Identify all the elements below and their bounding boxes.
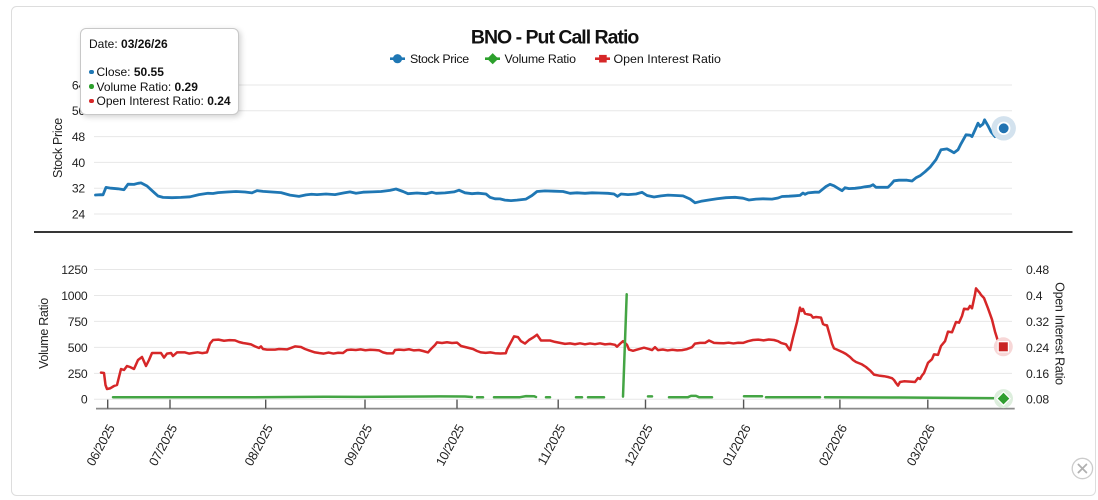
svg-text:Volume Ratio: Volume Ratio [505, 52, 577, 66]
svg-text:40: 40 [72, 156, 86, 170]
svg-text:0.24: 0.24 [1026, 341, 1049, 355]
svg-text:BNO - Put Call Ratio: BNO - Put Call Ratio [471, 27, 640, 49]
svg-text:48: 48 [72, 130, 86, 144]
svg-text:24: 24 [72, 207, 86, 221]
svg-text:250: 250 [68, 367, 88, 381]
svg-text:750: 750 [68, 315, 88, 329]
svg-text:1000: 1000 [61, 289, 88, 303]
svg-text:Volume Ratio: Volume Ratio [37, 298, 51, 369]
svg-text:0.48: 0.48 [1026, 263, 1049, 277]
svg-text:32: 32 [72, 182, 86, 196]
svg-text:Open Interest Ratio: Open Interest Ratio [1053, 282, 1067, 385]
svg-text:Stock Price: Stock Price [51, 118, 65, 178]
svg-text:Open Interest Ratio: Open Interest Ratio [614, 52, 722, 66]
svg-text:Stock Price: Stock Price [410, 52, 469, 66]
svg-text:500: 500 [68, 341, 88, 355]
svg-text:1250: 1250 [61, 263, 88, 277]
svg-text:0.4: 0.4 [1026, 289, 1043, 303]
svg-text:0.08: 0.08 [1026, 393, 1049, 407]
svg-text:0: 0 [81, 393, 88, 407]
svg-text:0.16: 0.16 [1026, 367, 1049, 381]
svg-text:0.32: 0.32 [1026, 315, 1049, 329]
